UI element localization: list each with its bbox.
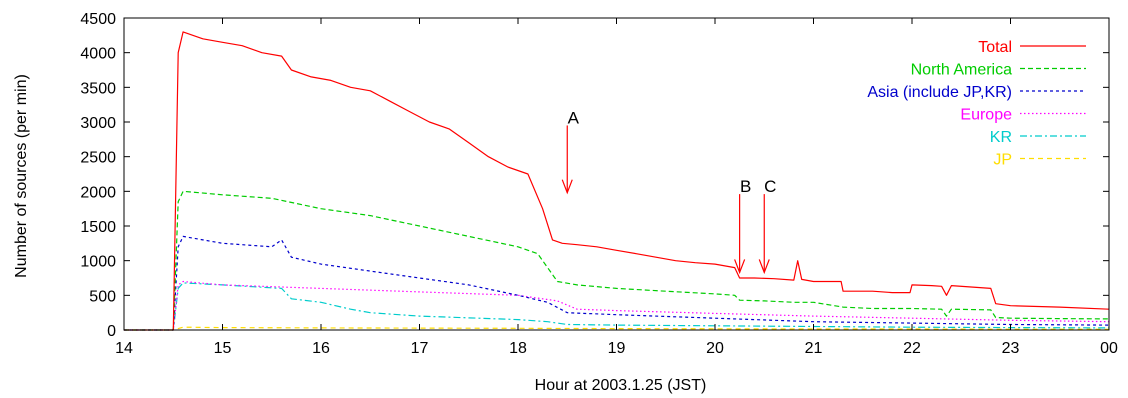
x-tick-label: 23 — [1002, 340, 1020, 357]
annotation-arrow-head — [561, 179, 573, 195]
y-tick-label: 4500 — [80, 11, 116, 28]
y-axis-title: Number of sources (per min) — [13, 74, 30, 278]
annotation-label: B — [740, 177, 751, 196]
annotation-arrow-head — [734, 259, 746, 275]
y-tick-label: 3500 — [80, 80, 116, 97]
x-tick-label: 19 — [608, 340, 626, 357]
series-line-total — [124, 31, 1110, 331]
x-tick-label: 21 — [805, 340, 823, 357]
x-tick-label: 15 — [214, 340, 232, 357]
x-axis-title: Hour at 2003.1.25 (JST) — [535, 377, 707, 394]
x-tick-label: 20 — [706, 340, 724, 357]
annotation-label: C — [764, 177, 776, 196]
y-tick-label: 2000 — [80, 184, 116, 201]
x-tick-label: 00 — [1100, 340, 1118, 357]
annotation-label: A — [568, 108, 580, 127]
legend-label: Total — [978, 39, 1012, 56]
series-line-asia-include-jp-kr — [124, 235, 1110, 331]
legend: Total North America Asia (include JP,KR) Eu… — [867, 39, 1086, 169]
legend-label: Europe — [960, 107, 1012, 124]
series-line-kr — [124, 282, 1110, 331]
legend-label: North America — [911, 62, 1012, 79]
series-layer — [124, 31, 1110, 331]
annotation-arrow-head — [758, 259, 770, 275]
series-line-north-america — [124, 190, 1110, 331]
y-tick-label: 500 — [89, 288, 116, 305]
x-tick-label: 22 — [903, 340, 921, 357]
y-tick-label: 1500 — [80, 219, 116, 236]
x-tick-label: 16 — [312, 340, 330, 357]
tick-layer: 14 15 16 17 18 19 20 21 22 23 00050010001500200025… — [80, 11, 1118, 357]
legend-label: Asia (include JP,KR) — [867, 84, 1012, 101]
y-tick-label: 1000 — [80, 254, 116, 271]
x-tick-label: 18 — [509, 340, 527, 357]
y-tick-label: 2500 — [80, 150, 116, 167]
y-tick-label: 0 — [107, 323, 116, 340]
legend-label: JP — [993, 152, 1012, 169]
x-tick-label: 17 — [411, 340, 429, 357]
annotation-layer: A B C — [561, 108, 776, 275]
y-tick-label: 4000 — [80, 46, 116, 63]
legend-label: KR — [990, 129, 1012, 146]
x-tick-label: 14 — [115, 340, 133, 357]
y-tick-label: 3000 — [80, 115, 116, 132]
